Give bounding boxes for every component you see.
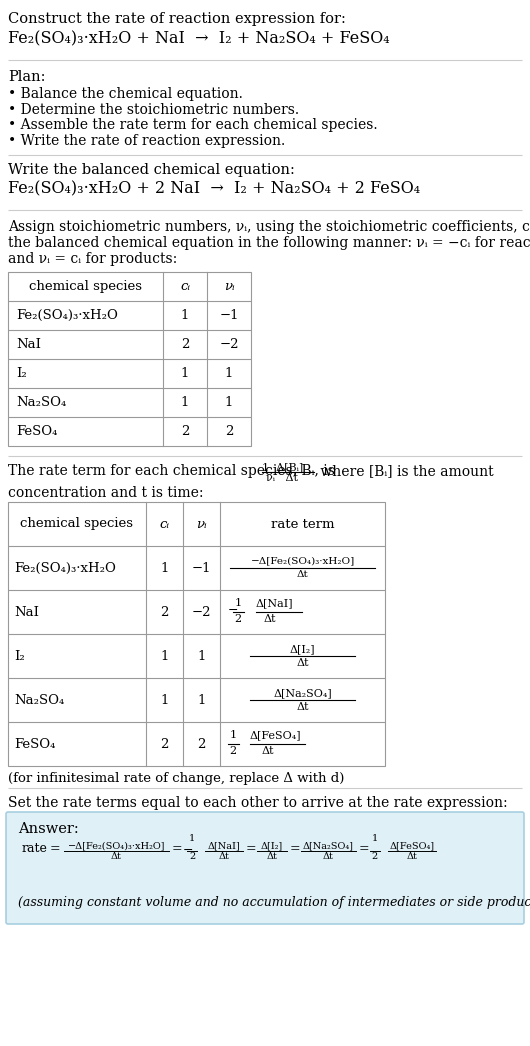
Text: νᵢ   Δt: νᵢ Δt — [266, 473, 298, 483]
Text: cᵢ: cᵢ — [160, 518, 170, 530]
Text: νᵢ: νᵢ — [196, 518, 207, 530]
Text: Δ[NaI]: Δ[NaI] — [208, 841, 241, 850]
Text: −Δ[Fe₂(SO₄)₃·xH₂O]: −Δ[Fe₂(SO₄)₃·xH₂O] — [250, 556, 355, 565]
Text: I₂: I₂ — [14, 650, 25, 662]
Text: chemical species: chemical species — [29, 280, 142, 293]
Text: 1: 1 — [229, 730, 236, 740]
Text: (assuming constant volume and no accumulation of intermediates or side products): (assuming constant volume and no accumul… — [18, 896, 530, 909]
Text: −: − — [228, 604, 238, 616]
Text: FeSO₄: FeSO₄ — [16, 425, 57, 438]
Text: Construct the rate of reaction expression for:: Construct the rate of reaction expressio… — [8, 12, 346, 26]
Text: 1  Δ[Bᵢ]: 1 Δ[Bᵢ] — [262, 462, 303, 472]
Text: 2: 2 — [372, 852, 378, 861]
Text: Δt: Δt — [323, 852, 334, 861]
Text: 2: 2 — [225, 425, 233, 438]
Bar — [8, 502, 385, 766]
Text: 2: 2 — [160, 737, 169, 750]
Text: νᵢ: νᵢ — [224, 280, 234, 293]
Text: Fe₂(SO₄)₃·xH₂O + 2 NaI  →  I₂ + Na₂SO₄ + 2 FeSO₄: Fe₂(SO₄)₃·xH₂O + 2 NaI → I₂ + Na₂SO₄ + 2… — [8, 180, 420, 197]
Text: 1: 1 — [225, 367, 233, 380]
Text: Δt: Δt — [111, 852, 122, 861]
Text: =: = — [172, 842, 183, 855]
Text: =: = — [290, 842, 301, 855]
Text: 2: 2 — [181, 425, 189, 438]
Text: Na₂SO₄: Na₂SO₄ — [16, 396, 66, 409]
Text: −2: −2 — [192, 606, 211, 618]
Text: • Determine the stoichiometric numbers.: • Determine the stoichiometric numbers. — [8, 103, 299, 116]
Text: Plan:: Plan: — [8, 70, 46, 84]
Text: rate term: rate term — [271, 518, 334, 530]
Text: Δt: Δt — [267, 852, 277, 861]
Text: 2: 2 — [229, 746, 236, 756]
Text: Δ[FeSO₄]: Δ[FeSO₄] — [390, 841, 435, 850]
Text: Fe₂(SO₄)₃·xH₂O: Fe₂(SO₄)₃·xH₂O — [14, 562, 116, 574]
Text: (for infinitesimal rate of change, replace Δ with d): (for infinitesimal rate of change, repla… — [8, 772, 344, 784]
Text: • Balance the chemical equation.: • Balance the chemical equation. — [8, 87, 243, 101]
Text: Write the balanced chemical equation:: Write the balanced chemical equation: — [8, 163, 295, 177]
Text: =: = — [50, 842, 60, 855]
Text: 1: 1 — [225, 396, 233, 409]
Text: Δ[Na₂SO₄]: Δ[Na₂SO₄] — [303, 841, 354, 850]
Text: concentration and t is time:: concentration and t is time: — [8, 486, 204, 500]
Text: Δ[Na₂SO₄]: Δ[Na₂SO₄] — [273, 688, 332, 698]
Text: Δt: Δt — [296, 658, 309, 668]
Text: I₂: I₂ — [16, 367, 26, 380]
Text: 1: 1 — [234, 598, 242, 608]
Text: Assign stoichiometric numbers, νᵢ, using the stoichiometric coefficients, cᵢ, fr: Assign stoichiometric numbers, νᵢ, using… — [8, 220, 530, 234]
Text: the balanced chemical equation in the following manner: νᵢ = −cᵢ for reactants: the balanced chemical equation in the fo… — [8, 236, 530, 250]
Text: Na₂SO₄: Na₂SO₄ — [14, 693, 64, 706]
Text: Fe₂(SO₄)₃·xH₂O: Fe₂(SO₄)₃·xH₂O — [16, 309, 118, 322]
Text: Δt: Δt — [264, 614, 277, 624]
Text: Δ[NaI]: Δ[NaI] — [256, 598, 294, 608]
FancyBboxPatch shape — [6, 812, 524, 924]
Text: Δ[I₂]: Δ[I₂] — [261, 841, 283, 850]
Text: 1: 1 — [181, 367, 189, 380]
Text: NaI: NaI — [14, 606, 39, 618]
Text: Δt: Δt — [407, 852, 418, 861]
Text: rate: rate — [22, 842, 48, 855]
Text: NaI: NaI — [16, 338, 41, 351]
Text: =: = — [359, 842, 369, 855]
Text: =: = — [246, 842, 257, 855]
Text: 2: 2 — [189, 852, 195, 861]
Text: and νᵢ = cᵢ for products:: and νᵢ = cᵢ for products: — [8, 252, 177, 266]
Text: Δt: Δt — [262, 746, 275, 756]
Text: 1: 1 — [197, 693, 206, 706]
Text: Δ[FeSO₄]: Δ[FeSO₄] — [250, 730, 302, 740]
Text: Set the rate terms equal to each other to arrive at the rate expression:: Set the rate terms equal to each other t… — [8, 796, 508, 810]
Text: 1: 1 — [160, 562, 169, 574]
Text: 1: 1 — [189, 834, 195, 843]
Text: 1: 1 — [181, 309, 189, 322]
Text: 2: 2 — [197, 737, 206, 750]
Text: 1: 1 — [372, 834, 378, 843]
Text: −: − — [183, 843, 193, 857]
Text: Answer:: Answer: — [18, 822, 79, 836]
Text: • Write the rate of reaction expression.: • Write the rate of reaction expression. — [8, 134, 285, 147]
Text: chemical species: chemical species — [21, 518, 134, 530]
Text: 2: 2 — [160, 606, 169, 618]
Text: −Δ[Fe₂(SO₄)₃·xH₂O]: −Δ[Fe₂(SO₄)₃·xH₂O] — [68, 841, 165, 850]
Text: 1: 1 — [160, 693, 169, 706]
Text: Δt: Δt — [297, 570, 308, 579]
Text: FeSO₄: FeSO₄ — [14, 737, 55, 750]
Text: where [Bᵢ] is the amount: where [Bᵢ] is the amount — [316, 464, 493, 478]
Bar — [8, 272, 251, 446]
Text: −1: −1 — [192, 562, 211, 574]
Text: The rate term for each chemical species, Bᵢ, is: The rate term for each chemical species,… — [8, 464, 339, 478]
Text: Fe₂(SO₄)₃·xH₂O + NaI  →  I₂ + Na₂SO₄ + FeSO₄: Fe₂(SO₄)₃·xH₂O + NaI → I₂ + Na₂SO₄ + FeS… — [8, 30, 390, 47]
Text: 2: 2 — [234, 614, 242, 624]
Text: cᵢ: cᵢ — [180, 280, 190, 293]
Text: −1: −1 — [219, 309, 238, 322]
Text: 1: 1 — [197, 650, 206, 662]
Text: 1: 1 — [160, 650, 169, 662]
Text: Δt: Δt — [218, 852, 229, 861]
Text: • Assemble the rate term for each chemical species.: • Assemble the rate term for each chemic… — [8, 118, 377, 132]
Text: Δt: Δt — [296, 702, 309, 712]
Text: −2: −2 — [219, 338, 238, 351]
Text: 1: 1 — [181, 396, 189, 409]
Text: Δ[I₂]: Δ[I₂] — [290, 644, 315, 654]
Text: 2: 2 — [181, 338, 189, 351]
